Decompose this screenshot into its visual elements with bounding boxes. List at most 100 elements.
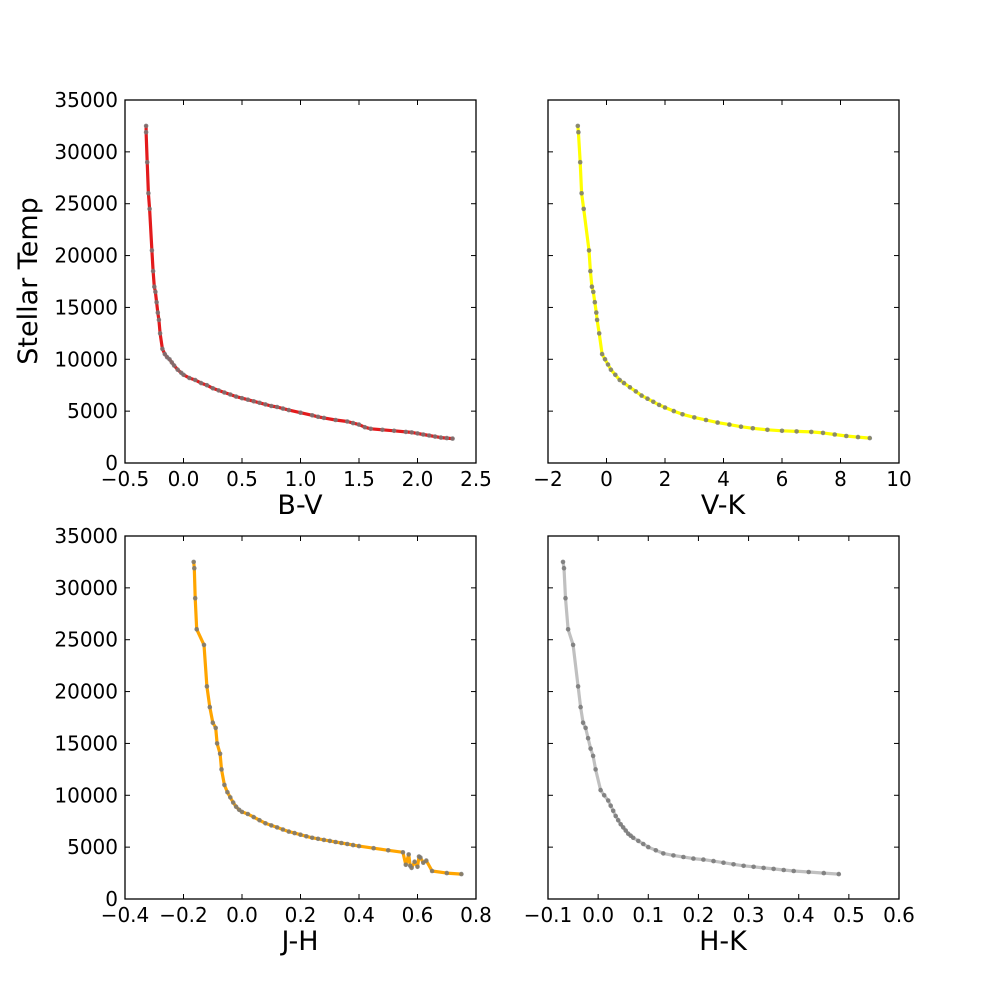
- jh-data-point: [345, 841, 350, 847]
- jh-data-point: [213, 725, 218, 731]
- bv-data-point: [362, 424, 368, 430]
- bv-data-point: [210, 386, 216, 391]
- bv-data-point: [415, 431, 420, 436]
- jh-data-point: [210, 720, 216, 725]
- jh-data-point: [263, 821, 268, 826]
- vk-data-point: [592, 299, 598, 305]
- hk-data-point: [781, 867, 786, 873]
- bv-y-tick-label: 10000: [54, 347, 118, 371]
- hk-data-point: [761, 865, 766, 871]
- bv-data-point: [438, 435, 444, 440]
- hk-x-tick-label: 0.6: [883, 903, 915, 927]
- vk-x-tick-label: 0: [600, 467, 613, 491]
- bv-data-point: [321, 415, 327, 421]
- bv-y-tick-label: 15000: [54, 295, 118, 319]
- hk-data-point: [570, 642, 576, 648]
- vk-series: [575, 123, 873, 441]
- bv-data-point: [239, 395, 245, 401]
- hk-data-point: [580, 720, 586, 725]
- jh-data-point: [333, 839, 338, 845]
- jh-data-point: [225, 789, 230, 795]
- bv-y-tick-label: 25000: [54, 192, 118, 216]
- bv-data-point: [309, 413, 315, 418]
- jh-x-tick-label: 0.8: [460, 903, 492, 927]
- bv-x-tick-label: 1.0: [285, 467, 317, 491]
- jh-data-point: [274, 825, 280, 830]
- bv-data-point: [368, 426, 374, 432]
- bv-data-point: [143, 123, 149, 129]
- jh-data-point: [222, 782, 227, 788]
- bv-data-point: [222, 390, 227, 395]
- vk-data-point: [809, 429, 814, 435]
- bv-data-point: [181, 372, 186, 378]
- vk-data-point: [589, 284, 595, 290]
- jh-series: [191, 559, 464, 877]
- jh-data-point: [315, 836, 321, 842]
- jh-data-point: [228, 795, 233, 800]
- bv-data-point: [444, 435, 450, 441]
- hk-data-point: [681, 854, 686, 860]
- bv-data-point: [204, 382, 210, 388]
- bv-data-point: [171, 363, 177, 368]
- hk-data-point: [836, 871, 842, 877]
- jh-y-tick-label: 20000: [54, 680, 118, 704]
- jh-data-point: [415, 864, 420, 870]
- vk-data-point: [627, 385, 633, 390]
- bv-data-point: [150, 268, 156, 274]
- jh-y-tick-label: 30000: [54, 576, 118, 600]
- vk-axes: −2 0 2 4 6 8 10: [533, 99, 912, 491]
- hk-data-point: [615, 817, 621, 823]
- vk-data-point: [639, 393, 644, 398]
- vk-data-point: [602, 357, 608, 362]
- hk-data-point: [601, 793, 607, 798]
- jh-axes: −0.4 −0.2 0.0 0.2 0.4 0.6 0.8 0 5000 10000 15000 20…: [54, 524, 492, 927]
- jh-data-point: [309, 835, 315, 841]
- hk-data-point: [560, 559, 566, 565]
- hk-data-point: [585, 735, 591, 741]
- hk-data-point: [731, 862, 736, 867]
- bv-data-point: [147, 206, 152, 212]
- hk-data-point: [610, 808, 616, 814]
- jh-data-point: [286, 829, 292, 834]
- panel-hk: −0.1 0.0 0.1 0.2 0.3 0.4 0.5 0.6 H-K: [524, 535, 915, 957]
- vk-data-point: [576, 129, 581, 135]
- jh-data-point: [409, 865, 414, 871]
- hk-data-point: [575, 684, 581, 689]
- vk-x-tick-label: 10: [886, 467, 911, 491]
- jh-data-point: [406, 852, 412, 857]
- hk-data-point: [588, 746, 593, 751]
- jh-data-point: [269, 823, 274, 828]
- jh-x-tick-label: 0.4: [343, 903, 375, 927]
- vk-data-point: [867, 435, 873, 441]
- hk-x-tick-label: 0.2: [683, 903, 715, 927]
- jh-data-point: [192, 565, 197, 571]
- jh-data-point: [239, 809, 245, 815]
- hk-x-axis-label: H-K: [699, 926, 748, 957]
- bv-data-point: [152, 284, 157, 290]
- jh-data-point: [292, 830, 297, 836]
- vk-data-point: [855, 434, 861, 440]
- bv-y-tick-label: 20000: [54, 244, 118, 268]
- hk-data-point: [791, 868, 796, 874]
- vk-data-point: [617, 377, 622, 383]
- bv-data-point: [146, 191, 151, 196]
- bv-data-point: [149, 248, 155, 253]
- jh-x-tick-label: −0.4: [101, 903, 150, 927]
- jh-data-point: [304, 834, 309, 839]
- vk-data-point: [621, 380, 627, 386]
- hk-data-point: [578, 704, 583, 710]
- bv-data-point: [233, 394, 239, 399]
- vk-data-point: [575, 123, 581, 129]
- vk-data-point: [591, 289, 596, 295]
- bv-x-tick-label: 1.5: [343, 467, 375, 491]
- bv-data-point: [153, 289, 158, 295]
- jh-data-point: [385, 848, 391, 853]
- hk-data-point: [701, 857, 706, 862]
- bv-data-point: [251, 399, 256, 404]
- jh-data-point: [251, 814, 256, 820]
- jh-data-point: [230, 800, 236, 805]
- jh-data-point: [356, 843, 362, 849]
- bv-y-axis-label: Stellar Temp: [13, 197, 44, 365]
- bv-x-tick-label: 2.0: [402, 467, 434, 491]
